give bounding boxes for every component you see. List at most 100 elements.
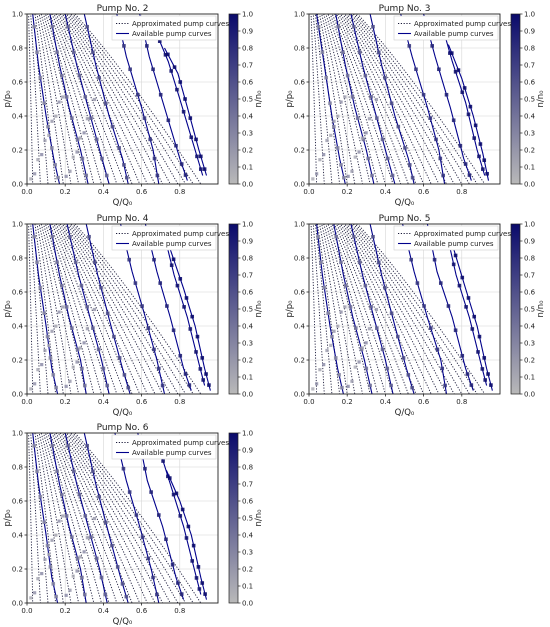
colorbar-tick-label: 0.7 xyxy=(242,61,253,69)
measured-point xyxy=(140,535,145,539)
measured-point xyxy=(43,557,47,562)
legend: Approximated pump curves Available pump c… xyxy=(393,225,511,251)
measured-point xyxy=(428,116,433,120)
colorbar-tick-label: 0.3 xyxy=(242,339,253,347)
measured-point xyxy=(55,50,59,55)
colorbar-tick-label: 0.8 xyxy=(242,463,253,471)
measured-point xyxy=(480,367,485,371)
measured-point xyxy=(483,378,487,382)
approximated-curve xyxy=(337,14,417,184)
measured-point xyxy=(165,304,169,308)
available-curve xyxy=(442,27,486,176)
measured-point xyxy=(92,516,97,521)
colorbar-label: n/n₀ xyxy=(536,90,546,108)
legend-approx-label: Approximated pump curves xyxy=(132,439,229,447)
measured-point xyxy=(200,356,205,360)
measured-point xyxy=(89,116,93,120)
measured-point xyxy=(187,383,192,387)
approximated-curve xyxy=(340,14,425,184)
measured-point xyxy=(357,260,362,265)
measured-point xyxy=(332,124,336,129)
y-tick-label: 0.4 xyxy=(12,531,24,539)
available-curve xyxy=(49,224,87,394)
measured-point xyxy=(33,172,37,176)
chart-panel-1: 0.0 0.2 0.4 0.6 0.8 0.0 0.2 0.4 0.6 0.8 1.0 Pump No… xyxy=(3,4,264,208)
colorbar-tick-label: 0.2 xyxy=(524,356,535,364)
x-tick-label: 0.4 xyxy=(380,188,392,196)
approximated-curve xyxy=(59,14,148,184)
x-tick-label: 0.6 xyxy=(418,188,430,196)
x-tick-label: 0.4 xyxy=(98,188,110,196)
available-curve xyxy=(164,47,208,176)
measured-point xyxy=(178,514,183,518)
measured-point xyxy=(204,372,208,376)
measured-point xyxy=(350,169,354,173)
measured-point xyxy=(458,143,463,148)
approximated-curve xyxy=(348,14,455,184)
y-tick-label: 0.0 xyxy=(294,180,305,188)
colorbar: 0.0 0.1 0.2 0.3 0.4 0.5 0.6 0.7 0.8 0.9 1.0 n/n₀ xyxy=(510,220,546,398)
measured-point xyxy=(170,562,175,567)
x-tick-label: 0.0 xyxy=(21,607,32,615)
measured-point xyxy=(45,334,50,339)
available-curve xyxy=(350,224,394,394)
measured-point xyxy=(75,360,79,364)
legend-approx-label: Approximated pump curves xyxy=(132,20,229,28)
measured-point xyxy=(142,116,147,120)
measured-point xyxy=(444,92,449,97)
measured-point xyxy=(453,328,458,333)
measured-point xyxy=(85,443,89,448)
plot-frame xyxy=(308,13,501,185)
available-curve xyxy=(64,14,110,184)
measured-point xyxy=(146,326,151,330)
measured-point xyxy=(448,51,452,55)
measured-point xyxy=(389,311,394,316)
measured-point xyxy=(350,379,354,383)
y-tick-label: 1.0 xyxy=(12,10,23,18)
measured-point xyxy=(32,24,36,29)
approximated-curve xyxy=(319,224,348,394)
available-curve xyxy=(49,433,87,603)
measured-point xyxy=(91,326,95,330)
measured-point xyxy=(183,372,188,376)
measured-point xyxy=(122,373,127,377)
measured-point xyxy=(38,75,43,80)
measured-point xyxy=(77,492,82,497)
approximated-curve xyxy=(310,224,318,394)
measured-point xyxy=(333,356,338,360)
measured-point xyxy=(441,173,445,178)
measured-point xyxy=(171,328,176,333)
colorbar-tick-label: 0.9 xyxy=(242,237,253,245)
approximated-curve xyxy=(65,433,171,603)
plot-frame xyxy=(26,13,219,185)
measured-point xyxy=(117,146,121,150)
colorbar-tick-label: 0.7 xyxy=(242,271,253,279)
measured-point xyxy=(50,119,54,123)
measured-point xyxy=(75,556,80,561)
measured-point xyxy=(329,343,333,347)
approximated-curve xyxy=(348,224,455,394)
measured-point xyxy=(85,327,89,331)
measured-point xyxy=(329,133,333,137)
measured-point xyxy=(160,383,165,388)
measured-point xyxy=(158,92,163,97)
measured-point xyxy=(468,104,473,109)
measured-point xyxy=(453,70,458,74)
measured-point xyxy=(84,173,89,178)
x-tick-label: 0.8 xyxy=(174,607,185,615)
measured-point xyxy=(120,582,125,586)
measured-point xyxy=(449,51,454,55)
legend: Approximated pump curves Available pump c… xyxy=(111,225,229,251)
measured-point xyxy=(341,50,345,55)
approximated-curve xyxy=(346,14,447,184)
approximated-curve xyxy=(30,433,41,603)
measured-point xyxy=(178,353,183,358)
measured-point xyxy=(53,163,57,167)
y-tick-label: 0.6 xyxy=(12,288,24,296)
measured-point xyxy=(169,263,174,268)
measured-point xyxy=(368,383,372,388)
measured-point xyxy=(85,305,89,309)
measured-point xyxy=(376,50,381,55)
measured-point xyxy=(437,67,441,72)
